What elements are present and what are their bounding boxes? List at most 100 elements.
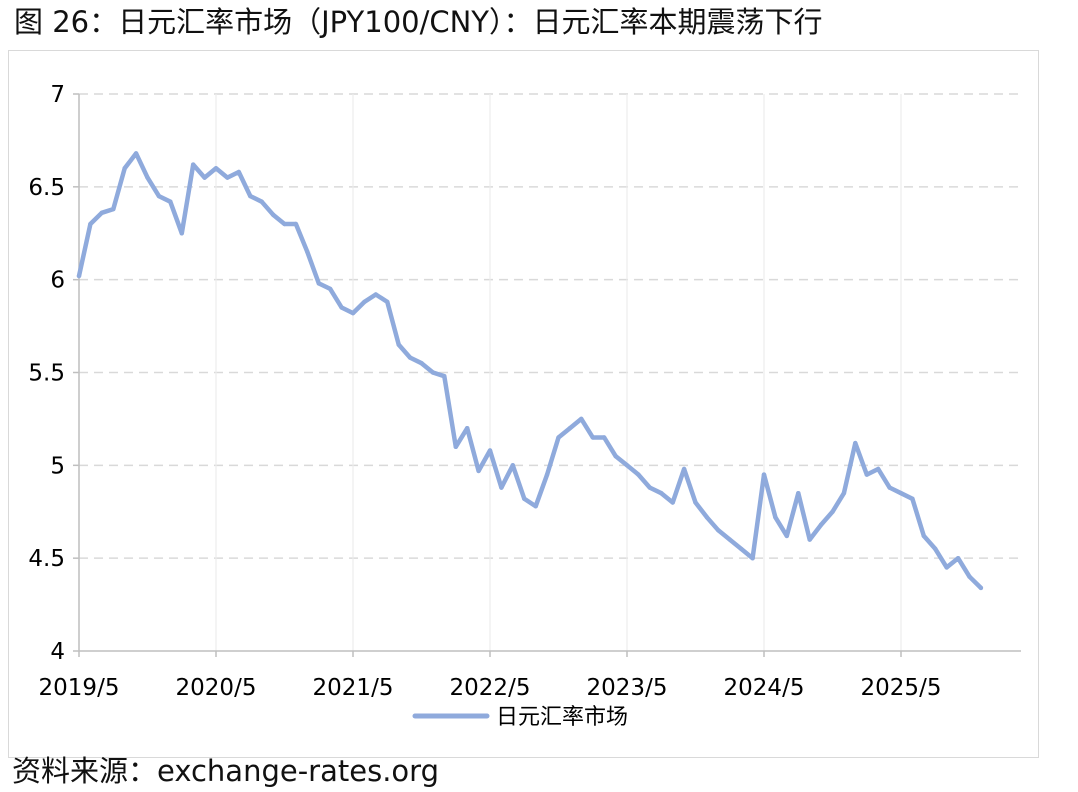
data-point (727, 537, 732, 542)
x-tick-label: 2022/5 (450, 675, 531, 701)
data-point (339, 305, 344, 310)
data-point (430, 370, 436, 375)
x-tick-label: 2020/5 (176, 675, 257, 701)
y-tick-label: 5.5 (28, 361, 65, 387)
data-point (898, 491, 904, 496)
data-point (213, 166, 219, 171)
data-point (921, 533, 926, 539)
data-point (259, 199, 264, 204)
data-point (225, 175, 230, 180)
data-point (476, 468, 481, 474)
data-point (659, 491, 664, 496)
data-point (613, 453, 618, 459)
data-point (442, 374, 447, 379)
data-point (818, 522, 824, 527)
data-point (624, 463, 630, 468)
data-point (739, 546, 744, 552)
x-axis-ticks: 2019/5 2020/5 2021/5 2022/5 2023/5 2024/5 2025… (39, 675, 942, 701)
data-point (122, 166, 127, 171)
data-point (830, 509, 835, 514)
data-point (350, 310, 356, 316)
data-point (716, 528, 721, 533)
data-point (647, 485, 652, 490)
y-tick-label: 7 (50, 82, 65, 108)
figure-title: 图 26：日元汇率市场（JPY100/CNY）：日元汇率本期震荡下行 (14, 5, 823, 39)
data-point (796, 491, 801, 496)
legend-label: 日元汇率市场 (496, 705, 628, 730)
data-point (864, 472, 869, 477)
data-point (465, 426, 470, 431)
data-point (544, 472, 550, 477)
data-point (978, 585, 984, 591)
data-point (145, 175, 150, 180)
data-point (853, 440, 858, 446)
data-point (841, 491, 847, 496)
data-point (168, 199, 173, 204)
data-point (693, 500, 698, 505)
source-note: 资料来源：exchange-rates.org (12, 754, 439, 788)
x-tick-label: 2025/5 (861, 675, 942, 701)
data-point (590, 435, 595, 440)
data-point (156, 193, 162, 199)
data-point (76, 273, 82, 279)
line-chart: 44.555.566.57 2019/5 2020/5 2021/5 2022/5 20… (28, 82, 1021, 730)
data-point (373, 292, 378, 297)
data-point (887, 485, 892, 490)
legend: 日元汇率市场 (412, 705, 628, 730)
data-point (305, 249, 310, 254)
data-point (933, 546, 938, 552)
data-point (396, 342, 401, 347)
data-point (293, 221, 299, 227)
data-point (602, 435, 607, 440)
data-point (681, 466, 687, 472)
series-layer (76, 151, 984, 591)
data-point (270, 212, 276, 217)
data-point (191, 162, 196, 167)
x-tick-label: 2019/5 (39, 675, 120, 701)
data-point (522, 496, 527, 501)
data-point (499, 485, 504, 490)
data-point (807, 537, 812, 542)
data-point (282, 221, 287, 227)
x-tick-label: 2024/5 (724, 675, 805, 701)
gridlines (73, 93, 1021, 657)
y-axis-ticks: 4 4.5 5 5.5 6 6.5 7 (28, 82, 65, 665)
data-point (910, 496, 915, 501)
data-point (773, 515, 778, 520)
x-tick-label: 2021/5 (313, 675, 394, 701)
data-point (670, 500, 675, 505)
data-point (510, 463, 515, 468)
data-point (704, 515, 710, 520)
data-point (750, 556, 755, 561)
data-point (944, 565, 949, 570)
data-point (236, 169, 241, 175)
chart-frame: 4 4.5 5 5.5 6 6.5 7 2019/5 2020/5 2021/5 2022/5 20… (8, 50, 1039, 758)
data-point (407, 355, 413, 360)
data-point (248, 193, 253, 199)
data-point (761, 472, 767, 477)
data-point (487, 448, 493, 453)
data-point (955, 556, 961, 561)
y-tick-label: 4 (50, 639, 65, 665)
data-point (362, 299, 367, 305)
y-tick-label: 4.5 (28, 546, 65, 572)
series-line (76, 151, 984, 591)
data-point (133, 151, 139, 156)
data-point (579, 416, 584, 422)
data-point (556, 435, 561, 440)
x-tick-label: 2023/5 (587, 675, 668, 701)
data-point (533, 504, 538, 509)
data-point (99, 210, 105, 215)
data-point (636, 472, 641, 477)
data-point (419, 361, 424, 366)
data-point (316, 281, 321, 286)
data-point (179, 231, 184, 236)
data-point (111, 206, 116, 212)
y-tick-label: 6.5 (28, 175, 65, 201)
data-point (784, 533, 789, 539)
data-point (385, 299, 390, 305)
y-tick-label: 6 (50, 268, 65, 294)
data-point (328, 286, 333, 292)
data-point (453, 444, 458, 449)
y-tick-label: 5 (50, 453, 65, 479)
